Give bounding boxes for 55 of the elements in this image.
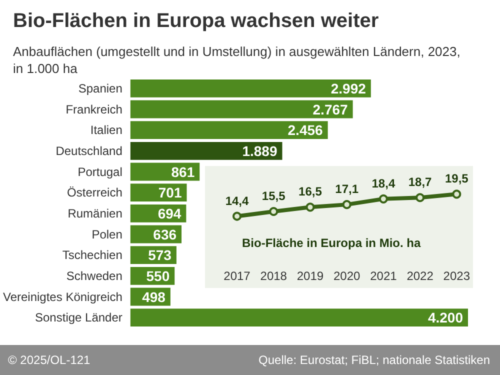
y-tick-label: Vereinigtes Königreich (2, 290, 122, 304)
data-label: 14,4 (225, 194, 249, 208)
bar (130, 142, 282, 160)
y-tick-label: Spanien (78, 81, 122, 96)
data-label: 2.992 (330, 80, 366, 96)
x-tick-label: 2017 (224, 269, 251, 283)
data-label: 19,5 (444, 172, 469, 186)
point (416, 193, 425, 202)
data-label: 694 (158, 205, 182, 222)
point (342, 200, 352, 210)
data-label: 4.200 (428, 310, 464, 326)
data-label: 498 (142, 288, 166, 305)
data-label: 1.889 (242, 142, 278, 159)
y-tick-label: Tschechien (62, 248, 122, 262)
y-tick-label: Sonstige Länder (35, 310, 122, 325)
point (306, 202, 315, 212)
text: Bio-Fläche in Europa in Mio. ha (242, 236, 421, 250)
chart-title: Bio-Flächen in Europa wachsen weiter (13, 10, 379, 32)
source-note: Quelle: Eurostat; FiBL; nationale Statistiken (258, 353, 490, 367)
data-label: 16,5 (298, 184, 322, 199)
point (232, 212, 242, 221)
y-tick-label: Portugal (78, 164, 122, 179)
x-tick-label: 2023 (443, 269, 470, 283)
x-tick-label: 2019 (296, 269, 324, 283)
point (452, 190, 462, 199)
x-tick-label: 2021 (370, 269, 398, 283)
data-label: 701 (158, 184, 182, 201)
chart-subtitle: Anbauflächen (umgestellt und in Umstellung) in ausgewählten Ländern, 2023, in 1.000 ha (13, 44, 464, 76)
data-label: 18,7 (408, 175, 432, 190)
point (269, 207, 278, 216)
data-label: 2.456 (288, 122, 324, 138)
data-label: 17,1 (335, 182, 359, 196)
data-label: 636 (153, 226, 177, 242)
x-tick-label: 2018 (260, 269, 288, 283)
data-label: 861 (171, 164, 195, 180)
data-label: 2.767 (312, 101, 348, 118)
data-label: 15,5 (262, 189, 286, 203)
y-tick-label: Rumänien (68, 206, 122, 220)
point (378, 194, 388, 204)
bar (130, 308, 468, 327)
y-tick-label: Deutschland (56, 144, 122, 158)
y-tick-label: Frankreich (66, 102, 122, 116)
y-tick-label: Schweden (66, 268, 122, 283)
data-label: 573 (148, 247, 172, 264)
bar (130, 100, 353, 118)
x-tick-label: 2022 (406, 269, 434, 283)
y-tick-label: Österreich (67, 186, 122, 200)
data-label: 550 (146, 268, 170, 284)
data-label: 18,4 (372, 176, 396, 190)
y-tick-label: Italien (90, 123, 122, 138)
bar (130, 121, 328, 140)
y-tick-label: Polen (92, 227, 122, 242)
bar (130, 79, 371, 98)
x-tick-label: 2020 (333, 269, 360, 283)
text: © 2025/OL-121 (8, 353, 91, 367)
